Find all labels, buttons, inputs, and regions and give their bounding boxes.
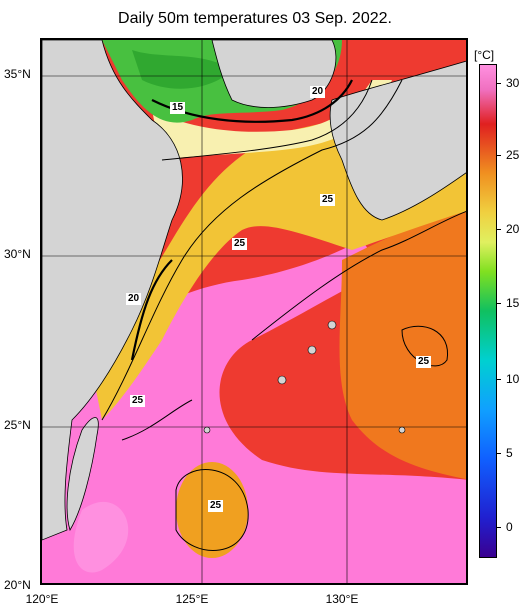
contour-label-25-b: 25	[232, 238, 248, 250]
contour-label-25-a: 25	[320, 194, 336, 206]
colorbar	[479, 64, 497, 558]
temperature-map: 15 20 25 25 20 25 25 25	[40, 38, 468, 585]
contour-label-20-shelf: 20	[126, 293, 142, 305]
contour-label-20-north: 20	[310, 86, 326, 98]
land-taiwan	[66, 417, 99, 531]
lat-label-35: 35°N	[4, 67, 31, 81]
colorbar-tick-25: 25	[495, 148, 520, 162]
land-japan	[329, 60, 466, 221]
ocean-hot-patch	[73, 501, 129, 573]
land-island	[398, 426, 406, 434]
map-canvas	[42, 40, 466, 583]
ocean-pale-band	[152, 80, 392, 160]
contour-lines	[101, 79, 466, 551]
contour-label-25-d: 25	[416, 356, 432, 368]
land-island	[307, 345, 317, 355]
ocean-colder-green	[132, 50, 232, 89]
colorbar-tick-5: 5	[496, 446, 513, 460]
colorbar-tick-10: 10	[495, 372, 520, 386]
lon-label-120: 120°E	[25, 592, 59, 606]
colorbar-tick-0: 0	[496, 520, 513, 534]
lat-label-30: 30°N	[4, 247, 31, 261]
contour-label-15: 15	[170, 102, 186, 114]
land-korea	[211, 40, 337, 108]
map-title: Daily 50m temperatures 03 Sep. 2022.	[118, 10, 392, 27]
land-island	[203, 426, 211, 434]
colorbar-tick-20: 20	[495, 222, 520, 236]
contour-label-25-e: 25	[208, 500, 224, 512]
land-island	[327, 320, 337, 330]
colorbar-unit: [°C]	[474, 48, 495, 62]
graticule	[42, 40, 466, 583]
ocean-orange-east	[339, 210, 466, 480]
lat-label-25: 25°N	[4, 418, 31, 432]
colorbar-tick-30: 30	[495, 76, 520, 90]
land-mainland	[42, 40, 183, 541]
lat-label-20: 20°N	[4, 578, 31, 592]
lon-label-125: 125°E	[175, 592, 209, 606]
land-island	[277, 375, 287, 385]
contour-label-25-c: 25	[130, 395, 146, 407]
colorbar-tick-15: 15	[495, 296, 520, 310]
lon-label-130: 130°E	[325, 592, 359, 606]
